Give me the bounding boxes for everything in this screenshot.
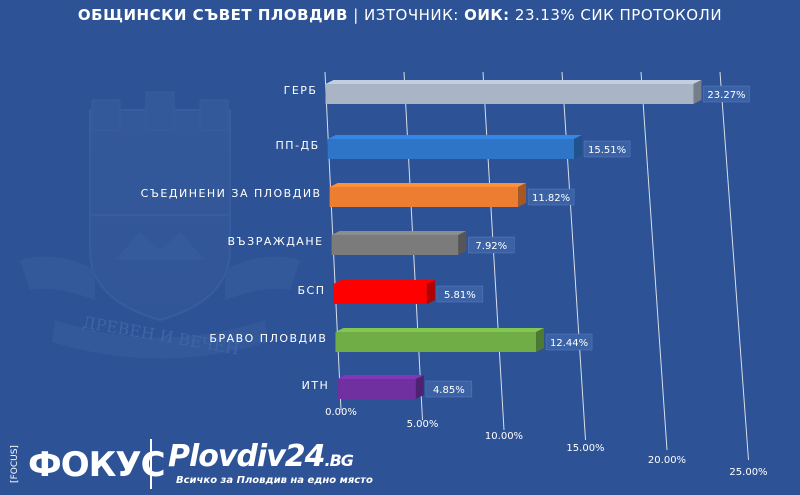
bar-top-face [327, 135, 583, 139]
category-label: ВЪЗРАЖДАНЕ [227, 235, 323, 248]
bar-side-face [693, 80, 702, 104]
bar [337, 379, 416, 399]
bar-top-face [333, 280, 435, 284]
bar [327, 139, 575, 159]
data-label: 5.81% [444, 290, 476, 301]
bar [325, 84, 694, 104]
grid-layer [324, 71, 749, 461]
title-part-2: ИЗТОЧНИК: [364, 6, 465, 24]
gridline [640, 71, 668, 451]
crest-watermark [20, 91, 300, 359]
bar-side-face [518, 183, 527, 207]
data-label: 12.44% [550, 338, 588, 349]
bar [329, 187, 519, 207]
x-tick-label: 25.00% [729, 467, 767, 478]
x-tick-label: 5.00% [407, 419, 439, 430]
bar [331, 235, 459, 255]
category-label: БРАВО ПЛОВДИВ [209, 332, 327, 345]
bar-top-face [335, 328, 545, 332]
data-label: 11.82% [532, 193, 570, 204]
x-tick-label: 15.00% [566, 443, 604, 454]
label-layer: 0.00% 5.00% 10.00% 15.00% 20.00% 25.00% ГЕРБ 23… [141, 84, 768, 478]
data-label-box [425, 380, 473, 398]
title-separator: | [347, 6, 365, 24]
x-tick-label: 10.00% [485, 431, 523, 442]
data-label: 23.27% [707, 90, 745, 101]
bar-side-face [458, 231, 467, 255]
footer-logos: [FOCUS] ФОКУС Plovdiv24.BG Всичко за Пло… [8, 439, 373, 489]
plovdiv24-tagline: Всичко за Пловдив на едно място [176, 475, 373, 486]
bar-top-face [331, 231, 467, 235]
category-label: ПП-ДБ [276, 139, 320, 152]
title-part-1: ОБЩИНСКИ СЪВЕТ ПЛОВДИВ [77, 6, 348, 24]
plovdiv24-logo: Plovdiv24.BG [168, 439, 354, 474]
bar-top-face [325, 80, 702, 84]
bar-side-face [536, 328, 545, 352]
title-part-4: 23.13% СИК ПРОТОКОЛИ [509, 6, 723, 24]
x-tick-label: 20.00% [648, 455, 686, 466]
bar [335, 332, 537, 352]
category-label: БСП [298, 284, 326, 297]
data-label-box [703, 85, 750, 103]
bar-top-face [329, 183, 527, 187]
bar-top-face [337, 375, 424, 379]
bar-side-face [415, 375, 424, 399]
bar-side-face [574, 135, 583, 159]
logo-separator [150, 439, 152, 489]
category-label: СЪЕДИНЕНИ ЗА ПЛОВДИВ [141, 187, 322, 200]
data-label: 15.51% [588, 145, 626, 156]
chart-title: ОБЩИНСКИ СЪВЕТ ПЛОВДИВ | ИЗТОЧНИК: ОИК: … [0, 6, 800, 24]
category-label: ИТН [302, 379, 330, 392]
bar-layer [325, 80, 702, 399]
title-part-3: ОИК: [464, 6, 510, 24]
data-label-box [583, 140, 631, 158]
data-label: 4.85% [433, 385, 465, 396]
data-label-box [436, 285, 484, 303]
data-label-box [527, 188, 575, 206]
data-label-box [545, 333, 593, 351]
bar-side-face [426, 280, 435, 304]
data-label-box [468, 236, 515, 254]
bar [333, 284, 427, 304]
gridline [719, 71, 749, 461]
x-tick-label: 0.00% [325, 407, 357, 418]
focus-logo: ФОКУС [28, 445, 166, 485]
data-label: 7.92% [475, 241, 507, 252]
category-label: ГЕРБ [284, 84, 318, 97]
focus-small-logo: [FOCUS] [9, 445, 20, 483]
gridline [561, 71, 586, 441]
